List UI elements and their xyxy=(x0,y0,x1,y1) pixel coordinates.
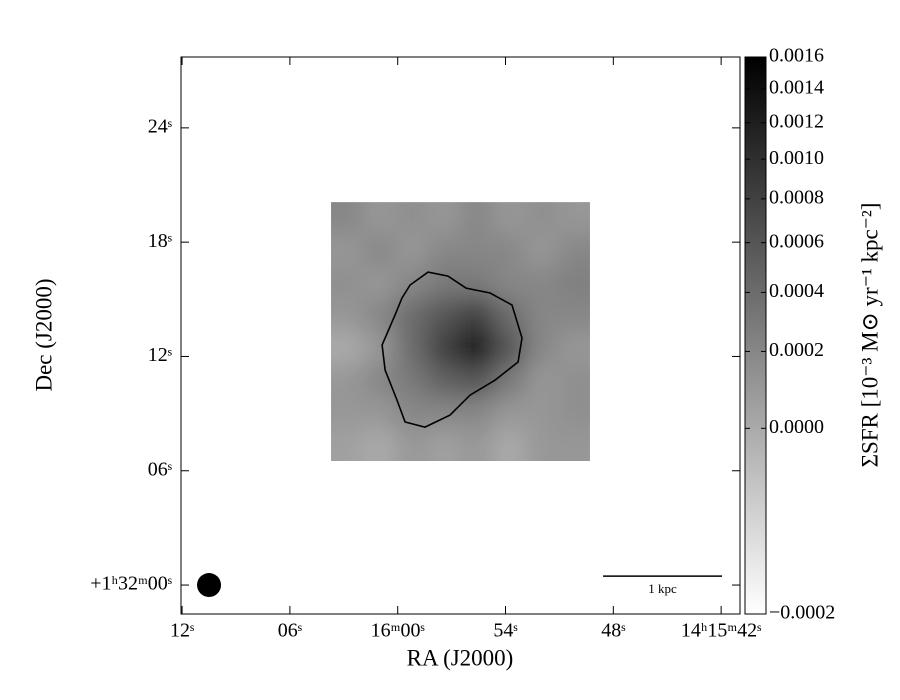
colorbar-tick-label: 0.0006 xyxy=(769,230,824,252)
x-tick-label: 48ˢ xyxy=(601,620,625,642)
image-pixel xyxy=(492,396,526,430)
x-tick-label: 14ʰ15ᵐ42ˢ xyxy=(681,620,761,642)
image-pixel xyxy=(395,234,429,268)
image-pixel xyxy=(557,299,590,333)
image-pixel xyxy=(460,299,494,333)
y-axis-label: Dec (J2000) xyxy=(31,278,56,391)
colorbar-tick-label: 0.0000 xyxy=(769,416,824,438)
image-pixel xyxy=(331,396,364,430)
image-pixel xyxy=(557,202,590,236)
colorbar-tick-label: −0.0002 xyxy=(769,602,835,624)
image-pixel xyxy=(525,299,559,333)
image-pixel xyxy=(460,202,494,236)
image-pixel xyxy=(363,428,397,462)
y-tick-label: 06ˢ xyxy=(148,458,172,480)
image-pixel xyxy=(363,396,397,430)
x-axis-label: RA (J2000) xyxy=(407,645,514,670)
contour xyxy=(381,271,523,428)
colorbar-label: ΣSFR [10⁻³ M⊙ yr⁻¹ kpc⁻²] xyxy=(857,203,882,468)
image-pixel xyxy=(331,299,364,333)
image-pixel xyxy=(395,299,429,333)
plot-frame xyxy=(180,56,741,615)
y-tick-label: 12ˢ xyxy=(148,344,172,366)
image-pixel xyxy=(492,202,526,236)
image-pixel xyxy=(557,266,590,300)
image-pixel xyxy=(363,331,397,365)
image-pixel xyxy=(395,363,429,397)
colorbar-tick-label: 0.0008 xyxy=(769,186,824,208)
y-tick-label: 18ˢ xyxy=(148,230,172,252)
image-pixel xyxy=(331,234,364,268)
image-pixel xyxy=(557,428,590,462)
image-pixel xyxy=(395,331,429,365)
x-tick-label: 12ˢ xyxy=(170,620,194,642)
colorbar-tick-label: 0.0014 xyxy=(769,76,824,98)
image-pixel xyxy=(492,299,526,333)
x-tick-label: 06ˢ xyxy=(278,620,302,642)
image-pixel xyxy=(557,363,590,397)
image-pixel xyxy=(460,396,494,430)
image-pixel xyxy=(525,363,559,397)
image-pixel xyxy=(428,396,461,430)
image-pixel xyxy=(557,331,590,365)
image-pixel xyxy=(525,202,559,236)
colorbar-tick-label: 0.0016 xyxy=(769,45,824,67)
image-pixel xyxy=(428,331,461,365)
beam xyxy=(197,573,222,598)
image-pixel xyxy=(363,202,397,236)
image-pixel xyxy=(460,331,494,365)
image-pixel xyxy=(428,202,461,236)
image-pixel xyxy=(428,428,461,462)
image-layer xyxy=(331,202,590,462)
colorbar xyxy=(744,56,767,615)
scale-bar-label: 1 kpc xyxy=(648,581,677,596)
image-pixel xyxy=(525,266,559,300)
image-pixel xyxy=(428,299,461,333)
image-pixel xyxy=(428,234,461,268)
image-pixel xyxy=(363,299,397,333)
x-tick-label: 54ˢ xyxy=(493,620,517,642)
image-pixel xyxy=(331,363,364,397)
colorbar-tick-label: 0.0012 xyxy=(769,110,824,132)
image-pixel xyxy=(331,428,364,462)
y-tick-label: 24ˢ xyxy=(148,115,172,137)
image-pixel xyxy=(460,428,494,462)
image-pixel xyxy=(492,266,526,300)
y-tick-label: +1ʰ32ᵐ00ˢ xyxy=(90,573,172,595)
image-pixel xyxy=(395,202,429,236)
image-pixel xyxy=(492,234,526,268)
image-pixel xyxy=(428,266,461,300)
image-pixel xyxy=(557,234,590,268)
image-pixel xyxy=(395,428,429,462)
image-pixel xyxy=(331,266,364,300)
image-pixel xyxy=(525,396,559,430)
image-pixel xyxy=(525,234,559,268)
image-pixel xyxy=(428,363,461,397)
image-pixel xyxy=(525,331,559,365)
image-pixel xyxy=(363,363,397,397)
colorbar-tick-label: 0.0004 xyxy=(769,280,824,302)
image-pixel xyxy=(492,428,526,462)
image-pixel xyxy=(557,396,590,430)
image-pixel xyxy=(363,234,397,268)
x-tick-label: 16ᵐ00ˢ xyxy=(371,620,425,642)
colorbar-tick-label: 0.0002 xyxy=(769,339,824,361)
image-pixel xyxy=(331,331,364,365)
image-pixel xyxy=(460,234,494,268)
image-pixel xyxy=(460,266,494,300)
image-pixel xyxy=(525,428,559,462)
image-pixel xyxy=(363,266,397,300)
image-pixel xyxy=(331,202,364,236)
colorbar-tick-label: 0.0010 xyxy=(769,147,824,169)
